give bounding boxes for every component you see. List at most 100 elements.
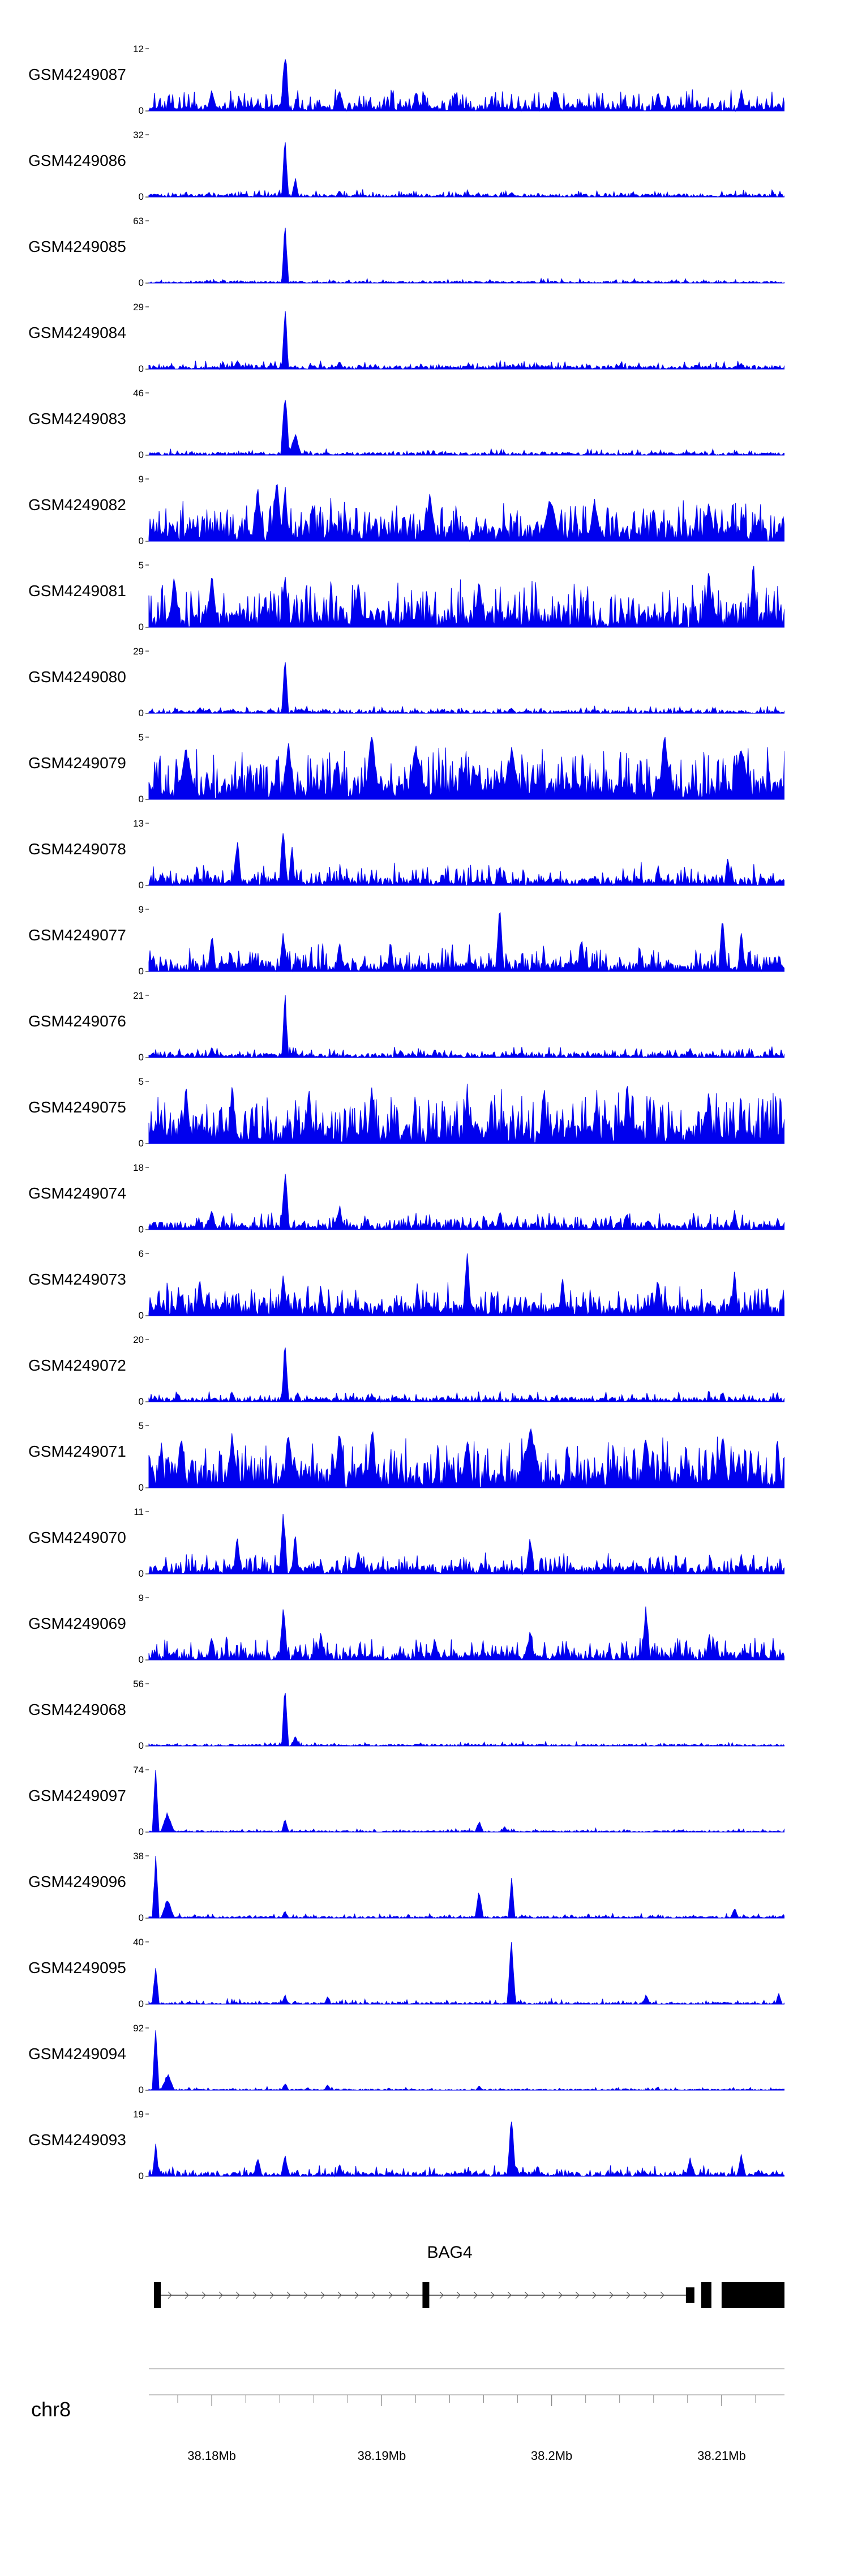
coverage-area — [148, 737, 784, 800]
track-signal-plot: 21 0 — [133, 990, 784, 1063]
strand-arrow-icon — [626, 2291, 631, 2299]
track-signal-plot: 5 0 — [139, 732, 784, 805]
track-label: GSM4249084 — [28, 324, 126, 341]
signal-track-row: GSM4249072 20 0 — [0, 1325, 849, 1411]
signal-track-row: GSM4249084 29 0 — [0, 292, 849, 378]
track-label: GSM4249073 — [28, 1270, 126, 1288]
track-ymax-label: 56 — [133, 1679, 144, 1689]
track-ymax-label: 9 — [139, 474, 144, 485]
track-label: GSM4249071 — [28, 1443, 126, 1460]
signal-track-row: GSM4249073 6 0 — [0, 1239, 849, 1325]
track-label: GSM4249097 — [28, 1787, 126, 1804]
gene-track-section: BAG4 — [102, 2225, 784, 2341]
track-ymax-label: 21 — [133, 990, 144, 1001]
track-label: GSM4249070 — [28, 1529, 126, 1546]
coverage-area — [148, 1428, 784, 1488]
strand-arrow-icon — [337, 2291, 342, 2299]
signal-track-row: GSM4249070 11 0 — [0, 1497, 849, 1583]
track-ymin-label: 0 — [139, 1568, 144, 1579]
strand-arrow-icon — [388, 2291, 393, 2299]
strand-arrow-icon — [371, 2291, 376, 2299]
track-ymax-label: 12 — [133, 44, 144, 54]
track-label: GSM4249080 — [28, 668, 126, 686]
axis-tick-label: 38.21Mb — [697, 2449, 746, 2463]
coverage-area — [148, 566, 784, 628]
coverage-area — [148, 1855, 784, 1919]
track-signal-plot: 92 0 — [133, 2023, 784, 2095]
signal-track-row: GSM4249093 19 0 — [0, 2099, 849, 2185]
track-signal-plot: 40 0 — [133, 1937, 784, 2009]
strand-arrow-icon — [439, 2291, 444, 2299]
coverage-area — [148, 1606, 784, 1661]
track-signal-plot: 9 0 — [139, 1593, 784, 1665]
strand-arrow-icon — [269, 2291, 274, 2299]
track-signal-plot: 32 0 — [133, 130, 784, 202]
strand-arrow-icon — [354, 2291, 359, 2299]
track-ymin-label: 0 — [139, 1052, 144, 1063]
gene-name-label: BAG4 — [427, 2243, 472, 2262]
track-label: GSM4249078 — [28, 840, 126, 858]
gene-model-track: BAG4 — [154, 2243, 784, 2308]
axis-tick-label: 38.18Mb — [187, 2449, 236, 2463]
signal-track-row: GSM4249086 32 0 — [0, 120, 849, 206]
signal-track-row: GSM4249097 74 0 — [0, 1755, 849, 1841]
signal-track-row: GSM4249094 92 0 — [0, 2013, 849, 2099]
exon-box — [701, 2282, 711, 2308]
strand-arrow-icon — [168, 2291, 172, 2299]
signal-track-row: GSM4249079 5 0 — [0, 722, 849, 808]
track-ymax-label: 19 — [133, 2109, 144, 2120]
track-label: GSM4249077 — [28, 926, 126, 944]
signal-track-row: GSM4249085 63 0 — [0, 206, 849, 292]
track-ymin-label: 0 — [139, 622, 144, 632]
signal-tracks: GSM4249087 12 0 GSM4249086 32 0 GSM42490… — [0, 34, 849, 2185]
signal-track-row: GSM4249069 9 0 — [0, 1583, 849, 1669]
track-ymin-label: 0 — [139, 880, 144, 891]
track-ymax-label: 38 — [133, 1851, 144, 1862]
signal-track-row: GSM4249075 5 0 — [0, 1067, 849, 1153]
track-ymin-label: 0 — [139, 708, 144, 718]
track-ymin-label: 0 — [139, 966, 144, 977]
signal-track-row: GSM4249095 40 0 — [0, 1927, 849, 2013]
track-signal-plot: 9 0 — [139, 474, 784, 546]
track-ymax-label: 5 — [139, 1076, 144, 1087]
track-signal-plot: 11 0 — [134, 1507, 784, 1579]
strand-arrow-icon — [507, 2291, 512, 2299]
signal-track-row: GSM4249087 12 0 — [0, 34, 849, 120]
track-ymin-label: 0 — [139, 1224, 144, 1235]
strand-arrow-icon — [456, 2291, 461, 2299]
strand-arrow-icon — [235, 2291, 240, 2299]
coverage-area — [148, 228, 784, 284]
track-label: GSM4249085 — [28, 238, 126, 255]
track-signal-plot: 29 0 — [133, 646, 784, 718]
track-ymax-label: 9 — [139, 1593, 144, 1603]
track-ymin-label: 0 — [139, 1396, 144, 1407]
strand-arrow-icon — [575, 2291, 580, 2299]
signal-track-row: GSM4249068 56 0 — [0, 1669, 849, 1755]
strand-arrow-icon — [592, 2291, 597, 2299]
track-label: GSM4249081 — [28, 582, 126, 600]
track-ymax-label: 9 — [139, 904, 144, 915]
coverage-area — [148, 1692, 784, 1747]
track-ymax-label: 29 — [133, 646, 144, 657]
track-label: GSM4249069 — [28, 1615, 126, 1632]
track-signal-plot: 63 0 — [133, 216, 784, 288]
track-ymin-label: 0 — [139, 450, 144, 460]
track-ymax-label: 5 — [139, 560, 144, 571]
track-label: GSM4249072 — [28, 1357, 126, 1374]
signal-track-row: GSM4249078 13 0 — [0, 808, 849, 895]
track-signal-plot: 20 0 — [133, 1334, 784, 1407]
strand-arrow-icon — [185, 2291, 189, 2299]
track-ymin-label: 0 — [139, 1999, 144, 2009]
track-ymax-label: 5 — [139, 1420, 144, 1431]
track-label: GSM4249087 — [28, 66, 126, 83]
coverage-area — [148, 662, 784, 714]
exon-box — [154, 2282, 161, 2308]
coverage-area — [148, 483, 784, 542]
track-label: GSM4249082 — [28, 496, 126, 514]
strand-arrow-icon — [201, 2291, 206, 2299]
strand-arrow-icon — [558, 2291, 563, 2299]
track-label: GSM4249076 — [28, 1012, 126, 1030]
track-ymax-label: 11 — [134, 1507, 144, 1517]
track-ymax-label: 29 — [133, 302, 144, 313]
